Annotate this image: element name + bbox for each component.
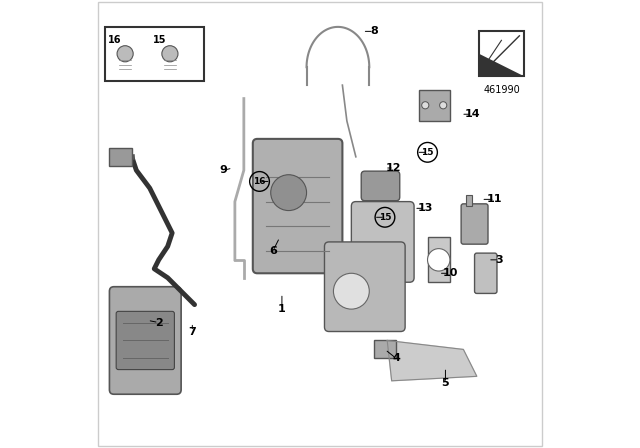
Text: 15: 15 xyxy=(421,148,434,157)
Text: 6: 6 xyxy=(269,246,277,256)
Bar xyxy=(374,340,396,358)
Polygon shape xyxy=(387,340,477,381)
FancyBboxPatch shape xyxy=(351,202,414,282)
Text: 4: 4 xyxy=(392,353,400,363)
Circle shape xyxy=(271,175,307,211)
Bar xyxy=(466,195,472,206)
Text: 461990: 461990 xyxy=(483,85,520,95)
Text: 1: 1 xyxy=(278,304,286,314)
Text: 7: 7 xyxy=(188,327,196,336)
Text: 14: 14 xyxy=(465,109,480,119)
FancyBboxPatch shape xyxy=(109,287,181,394)
Bar xyxy=(105,27,204,81)
Text: 3: 3 xyxy=(495,255,503,265)
FancyBboxPatch shape xyxy=(253,139,342,273)
Bar xyxy=(109,148,132,166)
Text: 16: 16 xyxy=(253,177,266,186)
FancyBboxPatch shape xyxy=(461,204,488,244)
Polygon shape xyxy=(479,54,524,76)
Circle shape xyxy=(428,249,450,271)
Text: 5: 5 xyxy=(442,378,449,388)
Bar xyxy=(428,237,450,282)
Text: 13: 13 xyxy=(417,203,433,213)
Text: 11: 11 xyxy=(487,194,502,204)
FancyBboxPatch shape xyxy=(324,242,405,332)
Circle shape xyxy=(162,46,178,62)
Circle shape xyxy=(440,102,447,109)
Text: 16: 16 xyxy=(108,35,122,45)
Text: 15: 15 xyxy=(153,35,166,45)
Text: 12: 12 xyxy=(386,163,402,173)
Text: 2: 2 xyxy=(155,318,163,327)
Text: 9: 9 xyxy=(220,165,228,175)
Circle shape xyxy=(422,102,429,109)
Text: 8: 8 xyxy=(370,26,378,36)
Text: 10: 10 xyxy=(442,268,458,278)
Circle shape xyxy=(117,46,133,62)
FancyBboxPatch shape xyxy=(475,253,497,293)
Text: 15: 15 xyxy=(379,213,391,222)
FancyBboxPatch shape xyxy=(116,311,175,370)
FancyBboxPatch shape xyxy=(361,171,400,201)
Bar xyxy=(419,90,450,121)
Bar xyxy=(479,31,524,76)
Circle shape xyxy=(333,273,369,309)
